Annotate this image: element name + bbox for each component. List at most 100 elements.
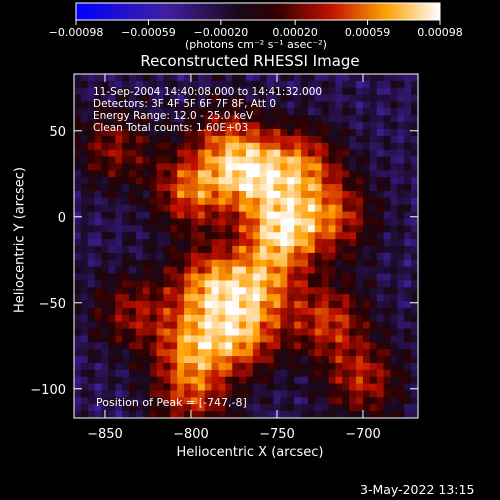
heatmap-cell [280,177,288,185]
heatmap-cell [349,197,357,206]
heatmap-cell [142,177,151,185]
heatmap-cell [287,101,295,109]
heatmap-cell [101,362,109,371]
heatmap-cell [204,129,213,137]
heatmap-cell [294,314,302,323]
heatmap-cell [218,108,226,116]
heatmap-cell [197,184,206,192]
heatmap-cell [177,177,185,185]
heatmap-cell [376,184,385,192]
heatmap-cell [129,376,137,385]
heatmap-cell [411,184,419,192]
heatmap-cell [204,177,213,185]
heatmap-cell [232,149,240,158]
heatmap-cell [239,225,247,233]
heatmap-cell [404,404,412,412]
heatmap-cell [328,397,336,405]
heatmap-cell [225,211,233,219]
heatmap-cell [342,266,350,275]
heatmap-cell [122,197,130,206]
heatmap-cell [239,280,247,288]
heatmap-cell [149,135,158,144]
heatmap-cell [122,101,130,109]
heatmap-cell [328,149,336,158]
heatmap-cell [122,397,130,405]
heatmap-cell [177,156,185,164]
heatmap-cell [197,101,206,109]
heatmap-cell [390,204,398,213]
heatmap-cell [252,411,261,419]
heatmap-cell [211,218,219,226]
heatmap-cell [156,259,164,268]
heatmap-cell [259,163,268,171]
colorbar-tick-label: −0.00098 [49,26,104,39]
heatmap-cell [397,335,405,343]
heatmap-cell [397,397,405,405]
heatmap-cell [404,383,412,391]
heatmap-cell [294,108,302,116]
heatmap-cell [328,122,336,130]
heatmap-cell [397,156,405,164]
heatmap-cell [197,177,206,185]
heatmap-cell [411,225,419,233]
heatmap-cell [190,369,199,378]
heatmap-cell [266,369,275,378]
heatmap-cell [397,273,405,281]
heatmap-cell [87,149,96,158]
heatmap-cell [301,294,309,302]
heatmap-cell [135,252,144,261]
heatmap-cell [74,129,82,137]
heatmap-cell [411,321,419,330]
heatmap-cell [101,383,109,391]
heatmap-cell [135,301,144,309]
heatmap-cell [301,149,309,158]
heatmap-cell [94,307,103,316]
heatmap-cell [349,129,357,137]
heatmap-cell [294,190,302,199]
heatmap-cell [287,362,295,371]
heatmap-cell [232,287,240,295]
heatmap-cell [287,390,295,398]
heatmap-cell [239,149,247,158]
heatmap-cell [397,376,405,385]
heatmap-cell [211,190,219,199]
heatmap-cell [211,259,219,268]
heatmap-cell [342,362,350,371]
heatmap-cell [266,335,275,343]
heatmap-cell [252,156,261,164]
heatmap-cell [362,225,371,233]
heatmap-cell [252,170,261,178]
heatmap-cell [218,177,226,185]
heatmap-cell [383,259,391,268]
heatmap-cell [349,335,357,343]
heatmap-cell [239,190,247,199]
heatmap-cell [287,190,295,199]
heatmap-cell [321,321,330,330]
heatmap-cell [204,252,213,261]
heatmap-cell [239,259,247,268]
heatmap-cell [246,239,254,247]
heatmap-cell [287,115,295,123]
heatmap-cell [94,287,103,295]
heatmap-cell [342,307,350,316]
heatmap-cell [411,246,419,254]
heatmap-cell [190,218,199,226]
heatmap-cell [356,349,364,357]
y-tick-label: −100 [30,383,66,398]
heatmap-cell [376,349,385,357]
heatmap-cell [142,142,151,151]
heatmap-cell [287,74,295,82]
heatmap-cell [369,280,378,288]
heatmap-cell [80,362,89,371]
heatmap-cell [314,170,323,178]
heatmap-cell [170,294,178,302]
heatmap-cell [115,101,123,109]
heatmap-cell [218,383,226,391]
heatmap-cell [232,184,240,192]
heatmap-cell [94,170,103,178]
heatmap-cell [163,349,171,357]
heatmap-cell [156,101,164,109]
heatmap-cell [232,362,240,371]
heatmap-cell [74,204,82,213]
heatmap-cell [218,135,226,144]
